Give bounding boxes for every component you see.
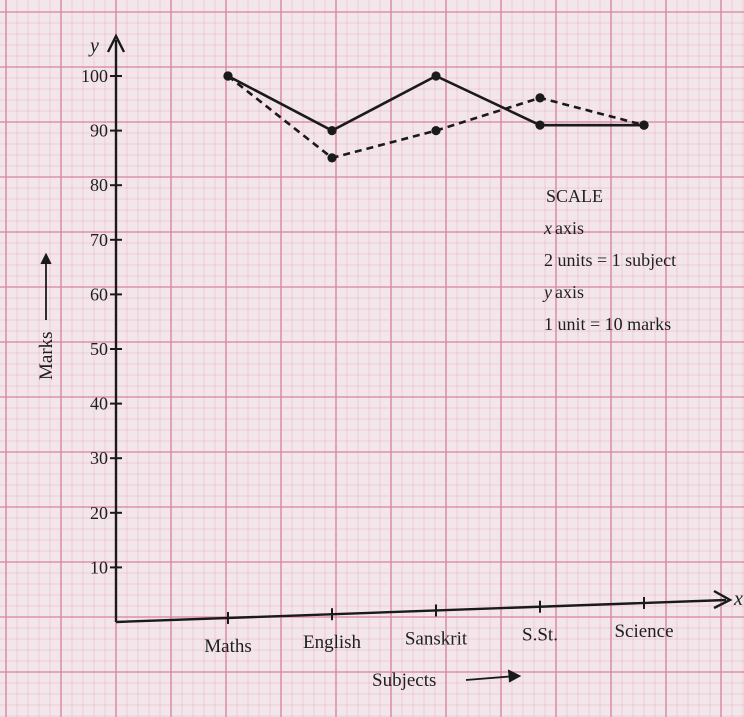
series-dashed-line [227, 74, 645, 160]
x-label-arrow-shaft [465, 675, 517, 681]
axes: y x [88, 33, 743, 624]
series-solid-point [431, 71, 441, 81]
y-label-arrowhead [40, 252, 52, 265]
x-category-label: S.St. [522, 625, 558, 646]
y-axis-letter: y [88, 35, 99, 57]
y-tick-label: 90 [90, 121, 108, 141]
x-category-label: English [303, 632, 362, 653]
scale-x-rule: 2 units = 1 subject [544, 250, 676, 270]
x-category-label: Science [614, 621, 673, 642]
y-tick-label: 30 [90, 448, 108, 468]
y-tick-label: 70 [90, 230, 108, 250]
series-dashed-point [535, 93, 545, 103]
y-axis-label-group: Marks [36, 252, 57, 380]
x-axis-label-group: Subjects [372, 669, 522, 691]
series-dashed-point [639, 120, 649, 130]
scale-y-rule: 1 unit = 10 marks [544, 314, 671, 334]
series-solid-point [327, 126, 337, 136]
y-tick-label: 20 [90, 503, 108, 523]
scale-x-head: x axis [543, 218, 584, 238]
x-categories: Maths English Sanskrit S.St. Science [204, 596, 674, 657]
scale-y-head: y axis [542, 282, 584, 302]
y-tick-label: 40 [90, 394, 108, 414]
y-axis-arrow [106, 33, 126, 53]
scale-heading: SCALE [546, 186, 603, 206]
x-category-label: Sanskrit [405, 628, 468, 649]
series-lines [223, 71, 649, 163]
series-dashed-point [431, 126, 441, 136]
y-tick-label: 60 [90, 284, 108, 304]
x-label-arrowhead [507, 669, 522, 683]
scale-y-word: axis [555, 282, 584, 302]
x-axis-arrow [713, 589, 733, 610]
y-tick-label: 100 [81, 66, 108, 86]
y-tick-label: 80 [90, 175, 108, 195]
x-axis-line [115, 598, 727, 624]
series-solid-point [535, 120, 545, 130]
scale-y-letter: y [542, 282, 552, 302]
scale-note: SCALE x axis 2 units = 1 subject y axis 1 … [542, 186, 676, 334]
y-tick-label: 10 [90, 557, 108, 577]
y-axis-label: Marks [36, 331, 57, 380]
x-axis-letter: x [733, 588, 743, 610]
scale-x-word: axis [555, 218, 584, 238]
series-dashed-point [223, 71, 233, 81]
series-dashed-point [327, 153, 337, 163]
y-ticks: 10 20 30 40 50 60 70 80 90 100 [81, 66, 122, 577]
y-tick-label: 50 [90, 339, 108, 359]
x-axis-label: Subjects [372, 670, 436, 691]
x-category-label: Maths [204, 636, 252, 657]
scale-x-letter: x [543, 218, 552, 238]
